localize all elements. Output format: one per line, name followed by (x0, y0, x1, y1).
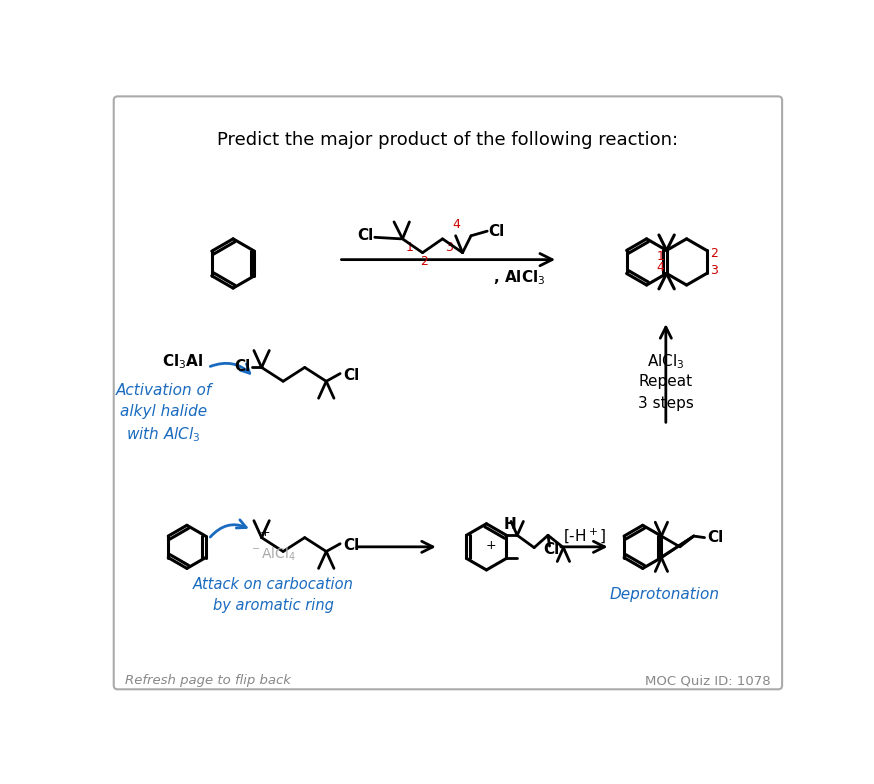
Text: Attack on carbocation
by aromatic ring: Attack on carbocation by aromatic ring (192, 576, 354, 612)
Text: $^+$: $^+$ (257, 527, 271, 545)
Text: MOC Quiz ID: 1078: MOC Quiz ID: 1078 (645, 674, 771, 688)
Text: Cl: Cl (233, 359, 250, 374)
Text: 4: 4 (453, 218, 461, 230)
Text: Activation of
alkyl halide
with AlCl$_3$: Activation of alkyl halide with AlCl$_3$ (115, 383, 212, 445)
Text: Cl: Cl (489, 223, 505, 238)
Text: 1: 1 (656, 250, 664, 263)
Text: 3: 3 (446, 241, 454, 254)
Text: 1: 1 (406, 241, 413, 254)
Text: Cl: Cl (357, 228, 373, 243)
Text: 2: 2 (711, 247, 718, 260)
Text: 4: 4 (656, 261, 664, 274)
Text: Cl: Cl (343, 538, 359, 553)
Text: Cl: Cl (343, 368, 359, 383)
Text: Refresh page to flip back: Refresh page to flip back (125, 674, 291, 688)
Text: , AlCl$_3$: , AlCl$_3$ (493, 268, 545, 287)
Text: Cl: Cl (708, 530, 724, 545)
Text: $^+$: $^+$ (482, 539, 496, 557)
Text: Deprotonation: Deprotonation (609, 587, 719, 602)
Text: Cl$_3$Al: Cl$_3$Al (163, 353, 204, 372)
Text: Cl: Cl (543, 542, 559, 557)
Text: 2: 2 (420, 256, 428, 268)
Text: [-H$^+$]: [-H$^+$] (563, 527, 606, 546)
Text: AlCl$_3$: AlCl$_3$ (647, 353, 684, 372)
Text: $^-$AlCl$_4$: $^-$AlCl$_4$ (249, 546, 296, 563)
Text: 3: 3 (711, 264, 718, 277)
Text: Predict the major product of the following reaction:: Predict the major product of the followi… (218, 131, 678, 149)
Text: Repeat
3 steps: Repeat 3 steps (638, 374, 694, 412)
Text: H: H (503, 517, 516, 532)
FancyBboxPatch shape (114, 96, 782, 689)
